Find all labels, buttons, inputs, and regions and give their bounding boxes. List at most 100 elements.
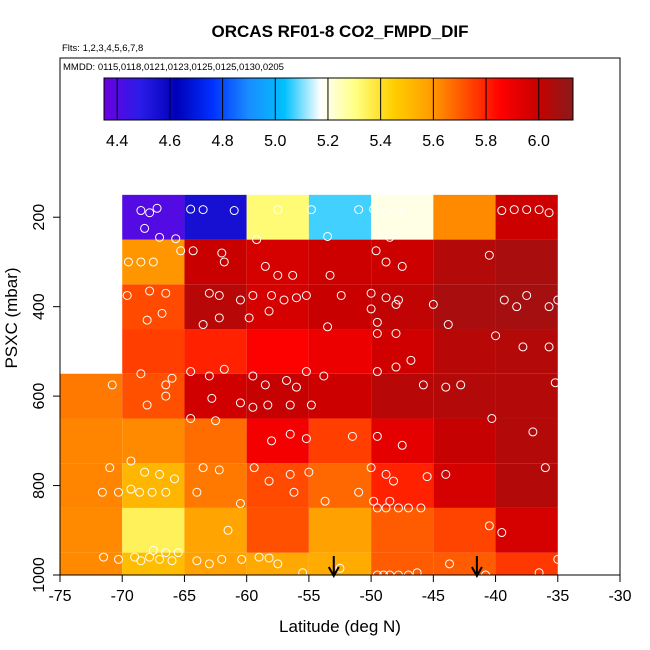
heatmap-cell [433,418,496,464]
x-tick-label: -50 [360,588,383,605]
observation-point [235,498,245,508]
observation-point [186,367,196,377]
observation-point [393,295,403,305]
observation-point [323,322,333,332]
observation-point [393,205,403,215]
observation-point [553,554,563,564]
heatmap-cell [246,239,309,285]
heatmap-cell [184,194,247,240]
observation-point [169,474,179,484]
observation-point [142,400,152,410]
observation-point [198,463,208,473]
observation-point [559,206,569,216]
heatmap-cell [60,507,123,553]
observation-point [354,205,364,215]
flights-label: Flts: 1,2,3,4,5,6,7,8 [62,43,143,54]
observation-point [381,469,391,479]
heatmap-cell [495,463,558,508]
observation-point [366,288,376,298]
heatmap-cell [433,373,496,419]
observation-point [235,398,245,408]
heatmap-cell [495,418,558,464]
observation-point [381,207,391,217]
observation-point [198,320,208,330]
observation-point [385,496,395,506]
observation-point [263,400,273,410]
heatmap-cell [371,329,434,374]
observation-point [487,413,497,423]
heatmap-cell [495,373,558,419]
observation-point [441,469,451,479]
observation-point [214,290,224,300]
observation-point [371,246,381,256]
heatmap-cells [60,194,558,575]
observation-point [499,295,509,305]
x-axis: -75 -70 -65 -60 -55 -50 -45 -40 -35 -30 [48,574,632,605]
observation-point [145,286,155,296]
colorbar-tick-label: 4.6 [159,133,181,150]
heatmap-cell [495,507,558,553]
observation-point [391,362,401,372]
observation-point [161,391,171,401]
observation-point [301,434,311,444]
observation-point [171,234,181,244]
observation-point [155,469,165,479]
observation-point [372,329,382,338]
observation-point [248,371,258,381]
colorbar: 4.4 4.6 4.8 5.0 5.2 5.4 5.6 5.8 6.0 [103,77,574,150]
heatmap-cell [433,194,496,240]
observation-point [416,503,426,513]
heatmap-cell [60,418,123,464]
observation-point [198,205,208,215]
observation-point [325,270,335,280]
observation-point [214,313,224,323]
observation-point [391,329,401,338]
colorbar-tick-label: 4.4 [106,133,128,150]
observation-point [366,463,376,473]
observation-point [173,548,183,558]
observation-point [512,302,522,312]
heatmap-cell [433,507,496,553]
heatmap-cell [246,284,309,330]
observation-point [148,257,158,267]
observation-point [385,232,395,242]
colorbar-tick-label: 6.0 [528,133,550,150]
heatmap-cell [308,507,372,553]
observation-point [406,355,416,365]
y-tick-label: 400 [31,293,48,320]
y-tick-label: 600 [31,383,48,410]
observation-point [534,568,544,578]
observation-point [397,440,407,450]
observation-point [192,487,202,497]
observation-point [113,487,123,497]
observation-point [136,257,146,267]
heatmap-cell [495,194,558,240]
colorbar-tick-label: 4.8 [211,133,233,150]
observation-point [145,552,155,562]
observation-point [99,552,109,562]
heatmap-cell [246,418,309,464]
observation-point [167,556,177,566]
y-tick-label: 200 [31,204,48,231]
heatmap-cell [433,329,496,374]
observation-point [497,528,507,538]
observation-point [372,367,382,377]
observation-point [145,208,155,218]
observation-point [389,476,399,486]
heatmap-cell [60,373,123,419]
observation-point [301,290,311,300]
observation-point [497,206,507,216]
observation-point [267,436,277,446]
observation-point [369,204,379,214]
heatmap-cell [122,194,185,240]
observation-point [306,205,316,215]
x-tick-label: -30 [608,588,631,605]
observation-point [140,223,150,233]
observation-point [148,545,158,555]
observation-point [544,342,554,352]
observation-point [161,487,171,497]
heatmap-cell [308,194,372,240]
observation-point [522,205,532,215]
